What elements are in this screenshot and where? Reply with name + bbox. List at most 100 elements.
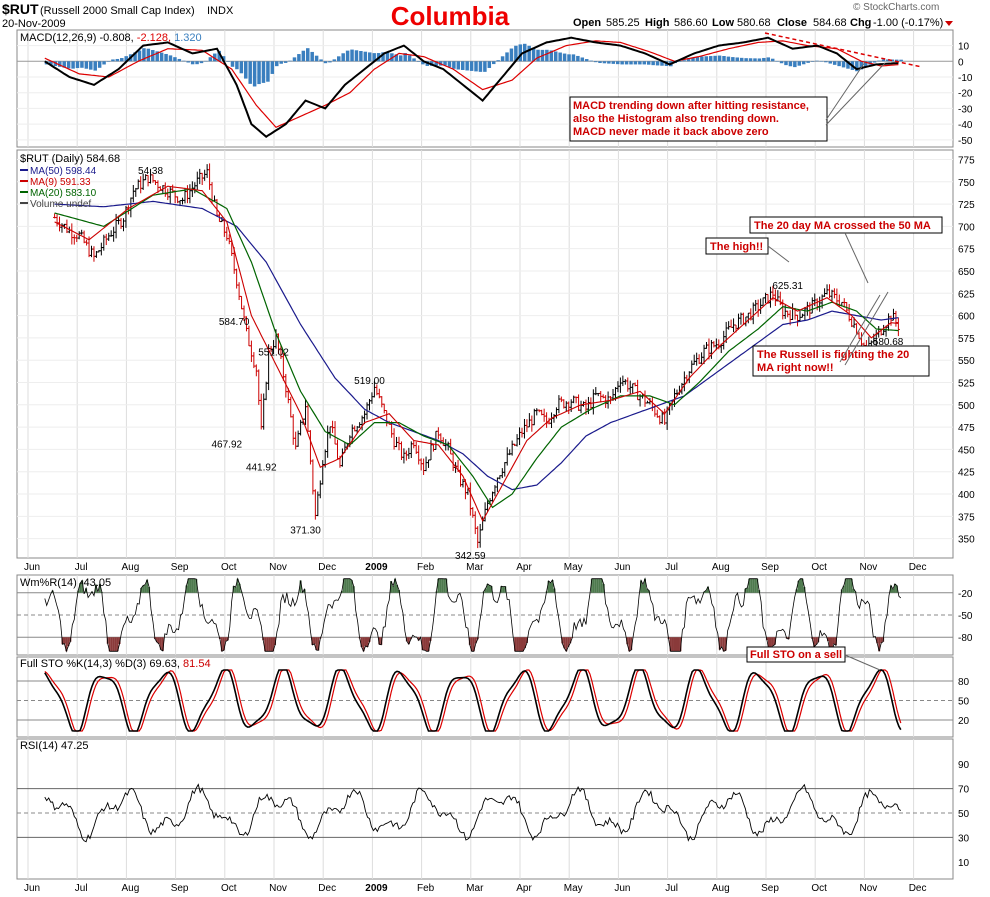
ma50-line — [54, 200, 899, 491]
macd-y-tick: -30 — [958, 104, 973, 115]
macd-histogram-bar — [859, 61, 864, 70]
symbol: $RUT — [2, 1, 39, 17]
chg-label: Chg — [850, 17, 871, 29]
macd-histogram-bar — [757, 58, 762, 62]
exchange: INDX — [207, 5, 234, 17]
x-tick-label: Nov — [860, 883, 878, 894]
x-tick-label: Jul — [75, 883, 88, 894]
price-plot — [53, 163, 900, 549]
price-y-tick: 750 — [958, 178, 975, 189]
macd-histogram-bar — [899, 59, 903, 62]
macd-y-tick: 10 — [958, 42, 970, 53]
macd-y-tick: -10 — [958, 73, 973, 84]
low-label: Low — [712, 17, 734, 29]
svg-text:The high!!: The high!! — [710, 241, 763, 253]
macd-y-tick: 0 — [958, 57, 964, 68]
macd-histogram-bar — [323, 61, 328, 64]
price-y-tick: 675 — [958, 245, 975, 256]
macd-histogram-bar — [97, 61, 102, 68]
rsi-y-tick: 30 — [958, 833, 970, 844]
macd-histogram-bar — [642, 61, 647, 65]
macd-histogram-bar — [155, 51, 159, 62]
macd-histogram-bar — [213, 53, 217, 62]
macd-histogram-bar — [686, 59, 691, 62]
macd-label: MACD(12,26,9) -0.808, -2.128, 1.320 — [20, 32, 202, 44]
macd-histogram-bar — [93, 61, 97, 71]
close-value: 584.68 — [813, 17, 847, 29]
macd-histogram-bar — [252, 61, 257, 87]
down-arrow-icon — [945, 21, 953, 26]
macd-histogram-bar — [124, 56, 128, 62]
macd-histogram-bar — [58, 61, 62, 67]
x-tick-label: Feb — [417, 883, 435, 894]
macd-histogram-bar — [443, 61, 447, 66]
macd-histogram-bar — [62, 61, 66, 68]
macd-histogram-bar — [713, 55, 717, 62]
macd-histogram-bar — [244, 61, 248, 79]
x-tick-label: Dec — [318, 883, 336, 894]
price-y-tick: 500 — [958, 401, 975, 412]
macd-histogram-bar — [624, 61, 629, 65]
macd-histogram-bar — [301, 50, 306, 62]
x-tick-label: Sep — [761, 883, 779, 894]
macd-histogram-bar — [629, 61, 633, 65]
macd-plot — [44, 36, 903, 138]
macd-histogram-bar — [611, 61, 616, 64]
macd-histogram-bar — [770, 58, 775, 62]
macd-histogram-bar — [350, 49, 354, 62]
ma-cross-annotation: The 20 day MA crossed the 50 MA — [749, 216, 943, 234]
legend-entry: MA(50) 598.44 — [30, 166, 97, 177]
x-tick-label: Aug — [122, 562, 140, 573]
macd-histogram-bar — [261, 61, 266, 83]
rsi-label: RSI(14) 47.25 — [20, 740, 88, 752]
svg-text:Full STO on a sell: Full STO on a sell — [750, 649, 842, 661]
x-tick-label: Jun — [24, 883, 40, 894]
macd-histogram-bar — [341, 53, 345, 62]
macd-histogram-bar — [638, 61, 642, 65]
macd-histogram-bar — [173, 57, 177, 62]
macd-histogram-bar — [580, 57, 585, 62]
macd-histogram-bar — [328, 61, 332, 63]
macd-histogram-bar — [248, 61, 252, 84]
macd-histogram-bar — [558, 52, 562, 62]
macd-histogram-bar — [890, 59, 895, 62]
macd-histogram-bar — [469, 61, 474, 71]
svg-text:The Russell is fighting the 20: The Russell is fighting the 20 — [757, 349, 909, 361]
macd-histogram-bar — [195, 61, 199, 65]
svg-text:also the Histogram also trendi: also the Histogram also trending down. — [573, 113, 779, 125]
macd-histogram-bar — [655, 61, 660, 66]
ma9-line — [54, 185, 899, 523]
sto-y-tick: 80 — [958, 677, 970, 688]
macd-histogram-bar — [434, 61, 438, 66]
macd-histogram-bar — [598, 61, 602, 64]
price-y-tick: 525 — [958, 378, 975, 389]
macd-histogram-bar — [553, 51, 558, 62]
macd-histogram-bar — [332, 59, 337, 62]
macd-histogram-bar — [407, 55, 412, 62]
macd-histogram-bar — [576, 55, 580, 62]
macd-histogram-bar — [120, 58, 124, 62]
macd-histogram-bar — [779, 61, 784, 64]
price-point-label: 441.92 — [246, 463, 277, 474]
macd-histogram-bar — [306, 48, 310, 62]
macd-histogram-bar — [115, 58, 120, 62]
macd-histogram-bar — [283, 61, 288, 63]
price-point-label: 580.68 — [873, 337, 904, 348]
x-tick-label: Jun — [614, 883, 630, 894]
high-label: High — [645, 17, 670, 29]
x-tick-label: Apr — [516, 883, 532, 894]
macd-histogram-bar — [186, 61, 190, 63]
price-y-tick: 450 — [958, 445, 975, 456]
x-tick-label: Mar — [466, 562, 484, 573]
macd-histogram-bar — [660, 61, 664, 66]
macd-resistance-line — [764, 32, 923, 68]
macd-histogram-bar — [310, 51, 314, 62]
chart-date: 20-Nov-2009 — [2, 18, 66, 30]
macd-histogram-bar — [700, 56, 704, 62]
x-tick-label: Apr — [516, 562, 532, 573]
rsi-y-tick: 90 — [958, 760, 970, 771]
macd-histogram-bar — [691, 57, 695, 62]
macd-histogram-bar — [549, 50, 554, 62]
macd-histogram-bar — [633, 61, 638, 65]
